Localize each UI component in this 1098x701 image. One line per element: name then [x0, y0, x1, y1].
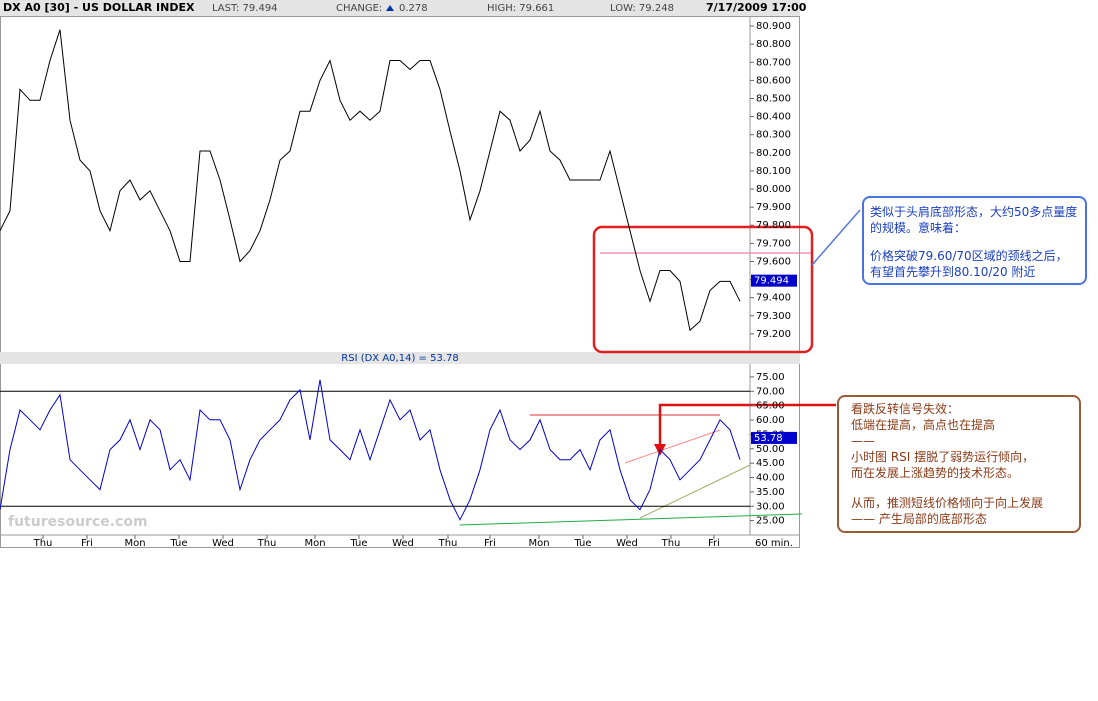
y-tick-label: 80.400	[756, 112, 791, 123]
y-tick-label: 79.700	[756, 238, 791, 249]
y-tick-label: 45.00	[756, 458, 785, 469]
y-tick-label: 35.00	[756, 487, 785, 498]
watermark: futuresource.com	[8, 514, 148, 530]
x-tick-label: Wed	[616, 538, 638, 549]
x-tick-label: Wed	[212, 538, 234, 549]
y-tick-label: 70.00	[756, 386, 785, 397]
note-blue: 类似于头肩底部形态，大约50多点量度的规模。意味着： 价格突破79.60/70区…	[862, 196, 1087, 285]
rsi-trend-high	[624, 429, 721, 464]
change-label: CHANGE:	[336, 3, 382, 14]
last-value-box	[751, 274, 797, 287]
rsi-title: RSI (DX A0,14) = 53.78	[341, 353, 458, 364]
up-arrow	[386, 5, 394, 11]
last: LAST: 79.494	[212, 3, 278, 14]
highlight-box	[592, 225, 814, 354]
x-tick-label: Fri	[81, 538, 93, 549]
x-tick-label: Thu	[33, 538, 53, 549]
y-tick-label: 79.400	[756, 293, 791, 304]
x-tick-label: Fri	[484, 538, 496, 549]
low: LOW: 79.248	[610, 3, 674, 14]
y-tick-label: 75.00	[756, 372, 785, 383]
note-text: 类似于头肩底部形态，大约50多点量度的规模。意味着：	[870, 205, 1078, 235]
last-value-label: 79.494	[754, 276, 789, 287]
arrow	[658, 403, 836, 450]
note-text: 看跌反转信号失效：	[851, 402, 960, 416]
y-tick-label: 50.00	[756, 444, 785, 455]
x-tick-label: Wed	[392, 538, 414, 549]
y-tick-label: 79.300	[756, 311, 791, 322]
y-tick-label: 80.900	[756, 21, 791, 32]
y-tick-label: 80.500	[756, 93, 791, 104]
y-tick-label: 80.600	[756, 75, 791, 86]
series-line	[0, 379, 741, 521]
y-tick-label: 60.00	[756, 415, 785, 426]
note-text: 小时图 RSI 摆脱了弱势运行倾向，	[851, 450, 1035, 464]
rsi-bar	[0, 352, 800, 364]
y-tick-label: 79.800	[756, 220, 791, 231]
x-tick-label: Mon	[124, 538, 145, 549]
high: HIGH: 79.661	[487, 3, 554, 14]
y-tick-label: 80.200	[756, 148, 791, 159]
note-text: 从而，推测短线价格倾向于向上发展	[851, 496, 1044, 510]
header-bar	[0, 0, 800, 16]
y-tick-label: 80.800	[756, 39, 791, 50]
x-tick-label: Fri	[708, 538, 720, 549]
x-axis-label: 60 min.	[755, 538, 793, 549]
x-tick-label: Thu	[661, 538, 681, 549]
x-tick-label: Mon	[528, 538, 549, 549]
chart-title: DX A0 [30] - US DOLLAR INDEX	[3, 1, 195, 14]
last-value-box	[751, 431, 797, 444]
x-tick-label: Thu	[257, 538, 277, 549]
x-tick-label: Tue	[573, 538, 591, 549]
y-tick-label: 79.900	[756, 202, 791, 213]
rsi-trend-low	[639, 464, 751, 519]
y-tick-label: 79.200	[756, 329, 791, 340]
x-tick-label: Tue	[349, 538, 367, 549]
y-tick-label: 79.600	[756, 256, 791, 267]
y-tick-label: 25.00	[756, 516, 785, 527]
y-tick-label: 80.700	[756, 57, 791, 68]
y-tick-label: 65.00	[756, 401, 785, 412]
change: 0.278	[399, 3, 428, 14]
y-tick-label: 80.100	[756, 166, 791, 177]
date: 7/17/2009 17:00	[706, 1, 807, 14]
y-tick-label: 40.00	[756, 473, 785, 484]
note-brown: 看跌反转信号失效： 低端在提高，高点也在提高 —— 小时图 RSI 摆脱了弱势运…	[837, 395, 1081, 533]
rsi-support	[459, 513, 803, 526]
note-text: ——	[851, 434, 875, 448]
series-line	[0, 29, 741, 332]
y-tick-label: 80.000	[756, 184, 791, 195]
x-tick-label: Mon	[304, 538, 325, 549]
note-text: —— 产生局部的底部形态	[851, 512, 987, 526]
note-text: 低端在提高，高点也在提高	[851, 418, 996, 432]
frame	[0, 16, 800, 548]
connector	[811, 209, 861, 266]
y-tick-label: 30.00	[756, 501, 785, 512]
last-value-label: 53.78	[754, 433, 783, 444]
note-text: 价格突破79.60/70区域的颈线之后，有望首先攀升到80.10/20 附近	[870, 249, 1068, 279]
y-tick-label: 80.300	[756, 130, 791, 141]
x-tick-label: Thu	[438, 538, 458, 549]
x-tick-label: Tue	[169, 538, 187, 549]
note-text: 而在发展上涨趋势的技术形态。	[851, 466, 1020, 480]
